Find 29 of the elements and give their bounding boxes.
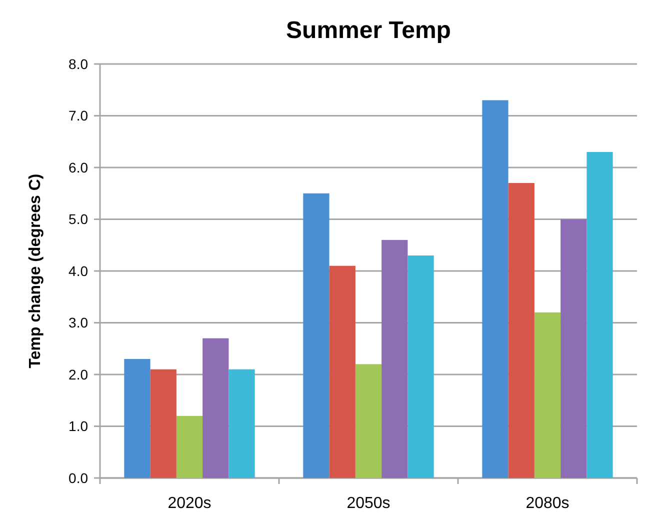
y-tick-label: 8.0 — [68, 56, 88, 72]
bar — [150, 369, 176, 478]
y-tick-label: 3.0 — [68, 314, 88, 331]
x-tick-label: 2020s — [168, 495, 212, 512]
y-tick-label: 7.0 — [68, 108, 88, 124]
y-tick-label: 0.0 — [68, 470, 88, 486]
bar — [534, 312, 561, 478]
bar — [408, 255, 434, 478]
bar — [560, 219, 587, 478]
y-tick-label: 2.0 — [68, 366, 88, 382]
bar — [482, 100, 508, 478]
y-tick-label: 5.0 — [68, 211, 88, 228]
chart-title: Summer Temp — [286, 17, 451, 44]
bar — [586, 152, 613, 478]
bar — [382, 240, 408, 478]
bar — [355, 364, 382, 478]
x-tick-label: 2080s — [526, 495, 570, 512]
y-tick-label: 6.0 — [68, 159, 88, 176]
bar — [228, 369, 255, 478]
x-tick-label: 2050s — [346, 495, 390, 512]
bar — [329, 266, 356, 478]
y-tick-label: 4.0 — [68, 262, 88, 279]
y-axis-title: Temp change (degrees C) — [27, 174, 44, 368]
y-tick-label: 1.0 — [68, 418, 88, 434]
bar — [508, 183, 534, 478]
bar — [124, 358, 150, 478]
bar — [202, 338, 229, 478]
bar — [303, 193, 330, 478]
bar — [176, 416, 203, 478]
